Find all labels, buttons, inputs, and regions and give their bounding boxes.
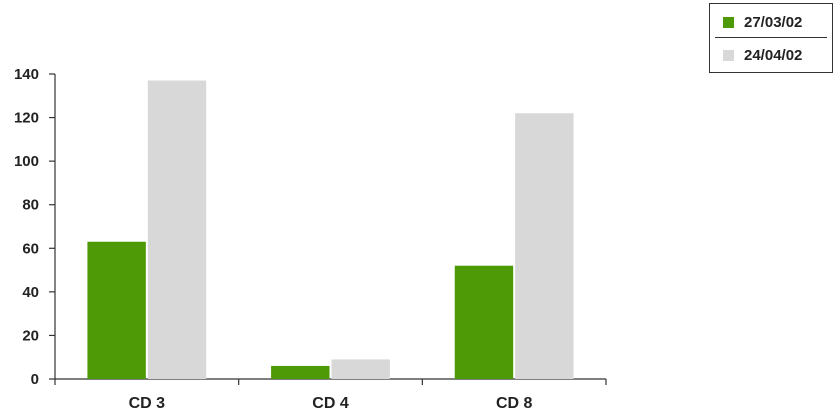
- legend: 27/03/02 24/04/02: [709, 3, 833, 73]
- bar-1-cd3: [87, 241, 146, 379]
- y-tick-label: 80: [22, 197, 39, 214]
- y-tick-label: 40: [22, 284, 39, 301]
- y-tick-label: 20: [22, 327, 39, 344]
- legend-label-series-2: 24/04/02: [744, 46, 803, 64]
- y-tick-label: 100: [14, 153, 39, 170]
- y-tick-label: 120: [14, 110, 39, 127]
- legend-divider: [715, 37, 827, 38]
- legend-item-series-1: 27/03/02: [710, 6, 832, 38]
- legend-swatch-series-2: [723, 49, 734, 61]
- bar-2-cd3: [147, 80, 207, 380]
- x-category-label: CD 8: [496, 395, 533, 412]
- y-axis: 0 20 40 60 80 100 120 140: [14, 66, 56, 388]
- legend-item-series-2: 24/04/02: [710, 39, 832, 71]
- y-tick-label: 60: [22, 240, 39, 257]
- bar-2-cd8: [515, 113, 574, 379]
- x-category-label: CD 3: [129, 395, 166, 412]
- y-tick-label: 0: [31, 371, 39, 388]
- legend-label-series-1: 27/03/02: [744, 13, 803, 31]
- bar-2-cd4: [331, 359, 390, 379]
- bars-group: [87, 80, 574, 380]
- bar-1-cd4: [271, 365, 330, 379]
- x-axis: CD 3 CD 4 CD 8: [54, 378, 607, 412]
- bar-1-cd8: [454, 265, 514, 379]
- x-category-label: CD 4: [312, 395, 349, 412]
- legend-swatch-series-1: [723, 16, 734, 28]
- y-tick-label: 140: [14, 66, 39, 83]
